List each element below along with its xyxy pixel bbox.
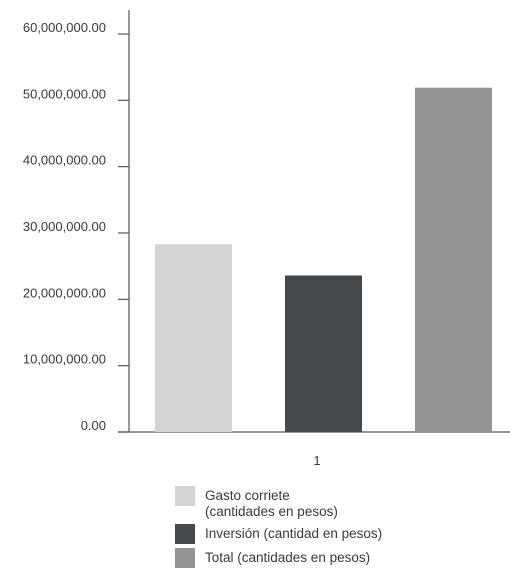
legend: Gasto corriete (cantidades en pesos) Inv… [175,486,475,572]
legend-swatch-gasto-corriente [175,486,195,506]
legend-label-total: Total (cantidades en pesos) [205,550,371,565]
legend-item-inversion: Inversión (cantidad en pesos) [175,524,475,544]
bar-1 [285,275,362,432]
legend-swatch-inversion [175,524,195,544]
y-tick-label: 0.00 [81,418,106,433]
legend-label-gasto-corriente: Gasto corriete (cantidades en pesos) [205,488,338,519]
y-tick-label: 60,000,000.00 [23,20,106,35]
legend-item-total: Total (cantidades en pesos) [175,548,475,568]
bar-chart: 0.00 10,000,000.00 20,000,000.00 30,000,000… [23,10,510,468]
bar-2 [415,87,492,432]
legend-swatch-total [175,548,195,568]
x-tick-label: 1 [313,453,320,468]
legend-label-inversion: Inversión (cantidad en pesos) [205,526,383,541]
bar-0 [155,244,232,432]
y-tick-label: 50,000,000.00 [23,86,106,101]
y-tick-label: 10,000,000.00 [23,352,106,367]
legend-item-gasto-corriente: Gasto corriete (cantidades en pesos) [175,486,475,520]
y-tick-label: 20,000,000.00 [23,285,106,300]
y-tick-label: 40,000,000.00 [23,153,106,168]
y-tick-label: 30,000,000.00 [23,219,106,234]
